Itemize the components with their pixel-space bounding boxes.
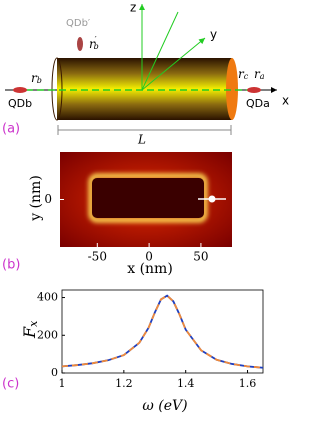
x-tick-label: 1.2: [115, 377, 133, 390]
sub: c: [244, 72, 249, 81]
radius-label: r′ b: [89, 35, 99, 51]
quantum-dot: [13, 87, 27, 93]
qd-label: QDa: [246, 97, 270, 110]
panel-c: (c) ω (eV) Fx 1 1.2 1.4 1.6 0 200 400: [2, 289, 264, 414]
y-tick-label: 0: [44, 192, 52, 206]
panel-a: z y x QDb′ r′ b rb QDb rc ra QDa L (a): [2, 1, 289, 147]
quantum-dot: [77, 37, 83, 51]
x-tick-label: 1: [59, 377, 66, 390]
sub: b: [37, 76, 42, 85]
r: r: [254, 67, 261, 81]
y-tick-label: 400: [37, 291, 58, 304]
series-line: [61, 294, 264, 369]
y-axis-label: y (nm): [28, 175, 44, 222]
r: r: [31, 71, 38, 85]
qd-label: QDb′: [66, 18, 91, 29]
cylinder: [57, 58, 232, 120]
figure: z y x QDb′ r′ b rb QDb rc ra QDa L (a) y …: [2, 1, 289, 415]
x-tick-label: 1.6: [239, 377, 257, 390]
x-tick-label: -50: [88, 250, 107, 264]
axis-label: y: [210, 28, 217, 42]
r: r: [238, 67, 245, 81]
sub: x: [27, 320, 40, 327]
axis-label: z: [130, 1, 136, 15]
f: F: [20, 326, 39, 339]
x-axis-label: x (nm): [127, 261, 173, 277]
prime: ′: [95, 35, 97, 44]
panel-b: y (nm) x (nm) (b) -50 0 50 0: [2, 152, 232, 277]
radius-label: rb: [31, 71, 42, 86]
x-tick-label: 50: [193, 250, 208, 264]
guide-line: [141, 11, 179, 91]
series-line: [61, 294, 264, 369]
radius-label: rc: [238, 67, 249, 82]
panel-label: (b): [2, 258, 20, 273]
y-tick-label: 0: [51, 366, 58, 379]
sub: b: [94, 42, 99, 51]
radius-label: ra: [254, 67, 265, 82]
y-axis-label: Fx: [20, 320, 41, 339]
nanorod-section: [92, 178, 204, 218]
quantum-dot: [247, 87, 261, 93]
cylinder-cap: [51, 57, 63, 121]
panel-label: (a): [2, 122, 20, 137]
x-tick-label: 1.4: [177, 377, 195, 390]
axis-label: x: [282, 94, 289, 108]
sub: a: [260, 72, 265, 81]
field-edge: [88, 173, 208, 223]
x-tick-label: 0: [145, 250, 153, 264]
panel-label: (c): [2, 377, 19, 392]
y-tick-label: 200: [37, 328, 58, 341]
r: r: [89, 37, 96, 51]
y-axis: [141, 37, 206, 91]
length-label: L: [137, 133, 146, 147]
plot-frame: [61, 289, 264, 374]
x-axis-label: ω (eV): [142, 398, 187, 414]
qd-label: QDb: [8, 97, 32, 110]
cylinder-cap: [226, 58, 238, 120]
